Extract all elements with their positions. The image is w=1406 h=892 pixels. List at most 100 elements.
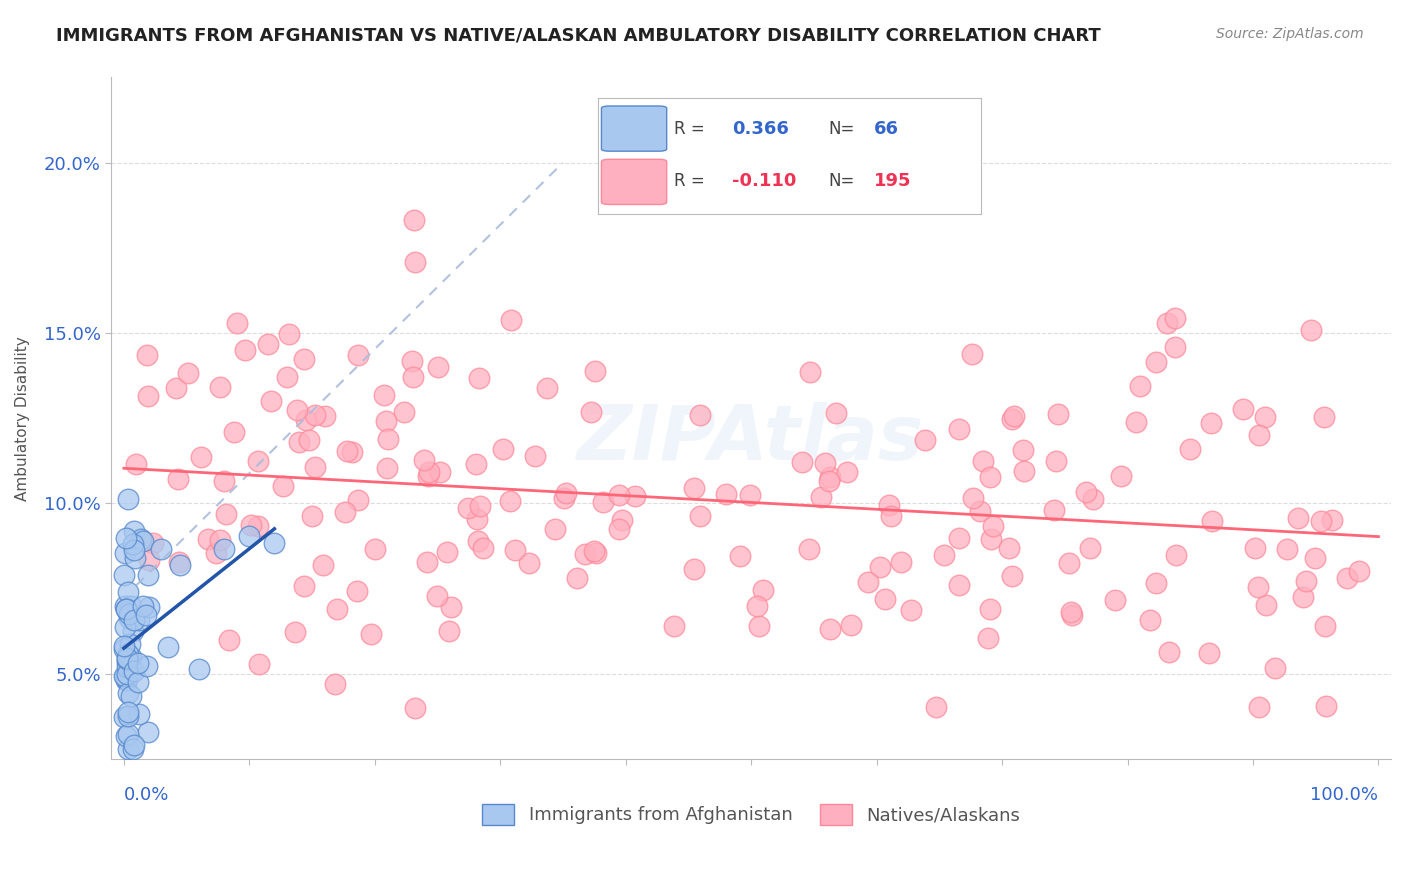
Point [1164,340,1187,354]
Point [1305,551,1327,566]
Point [132,599,155,613]
Point [117,652,139,666]
Point [1315,698,1337,713]
Point [304,460,326,475]
Point [544,522,567,536]
Point [465,512,488,526]
Point [810,491,832,505]
Point [1313,409,1336,424]
Point [278,327,301,342]
Point [127,675,149,690]
Point [583,364,606,378]
Point [377,432,399,446]
Point [256,336,278,351]
Point [218,632,240,647]
Point [292,579,315,593]
Point [118,637,141,651]
Point [295,412,318,426]
Point [948,578,970,592]
Point [914,433,936,447]
Point [738,488,761,502]
Point [136,348,159,362]
Point [124,550,146,565]
Point [122,664,145,678]
Point [751,583,773,598]
Point [118,659,141,673]
Point [426,589,449,603]
Point [437,624,460,639]
Text: IMMIGRANTS FROM AFGHANISTAN VS NATIVE/ALASKAN AMBULATORY DISABILITY CORRELATION : IMMIGRANTS FROM AFGHANISTAN VS NATIVE/AL… [56,27,1101,45]
Point [818,469,841,483]
Point [314,409,336,423]
Point [263,536,285,550]
Point [142,536,165,550]
Point [1144,575,1167,590]
Point [112,642,135,657]
Point [285,403,308,417]
Point [190,450,212,464]
Point [118,611,141,625]
Point [197,532,219,546]
Point [292,351,315,366]
Point [536,381,558,395]
Point [239,517,262,532]
Point [1178,442,1201,457]
Point [226,316,249,330]
Point [117,708,139,723]
Point [1232,401,1254,416]
Point [1198,646,1220,660]
Point [1002,409,1025,423]
Point [112,669,135,683]
Point [900,602,922,616]
Point [276,370,298,384]
Point [121,741,143,756]
Point [1309,514,1331,528]
Point [208,380,231,394]
Point [150,541,173,556]
Point [1074,485,1097,500]
Point [138,600,160,615]
Point [1104,592,1126,607]
Point [117,741,139,756]
Point [980,532,1002,546]
Point [1081,491,1104,506]
Point [1139,613,1161,627]
Point [607,488,630,502]
Point [471,541,494,556]
Point [969,504,991,518]
Point [247,657,270,672]
Point [124,738,146,752]
Point [114,599,136,613]
Point [346,492,368,507]
Point [120,599,142,613]
Point [1046,408,1069,422]
Point [468,499,491,513]
Point [122,537,145,551]
Point [288,434,311,449]
Point [1045,454,1067,468]
Point [346,583,368,598]
Point [824,406,846,420]
Point [115,660,138,674]
Point [238,529,260,543]
Text: 100.0%: 100.0% [1310,786,1378,805]
Point [499,313,522,327]
Point [115,667,138,681]
Point [115,673,138,687]
Point [117,656,139,670]
Point [215,507,238,521]
Point [1247,580,1270,594]
Point [312,558,335,573]
Point [404,213,426,227]
Point [682,481,704,495]
Point [1129,379,1152,393]
Point [948,532,970,546]
Point [1336,571,1358,585]
Point [224,425,246,439]
Point [114,620,136,634]
Point [574,547,596,561]
Text: Source: ZipAtlas.com: Source: ZipAtlas.com [1216,27,1364,41]
Point [360,627,382,641]
Point [585,546,607,560]
Point [1254,409,1277,424]
